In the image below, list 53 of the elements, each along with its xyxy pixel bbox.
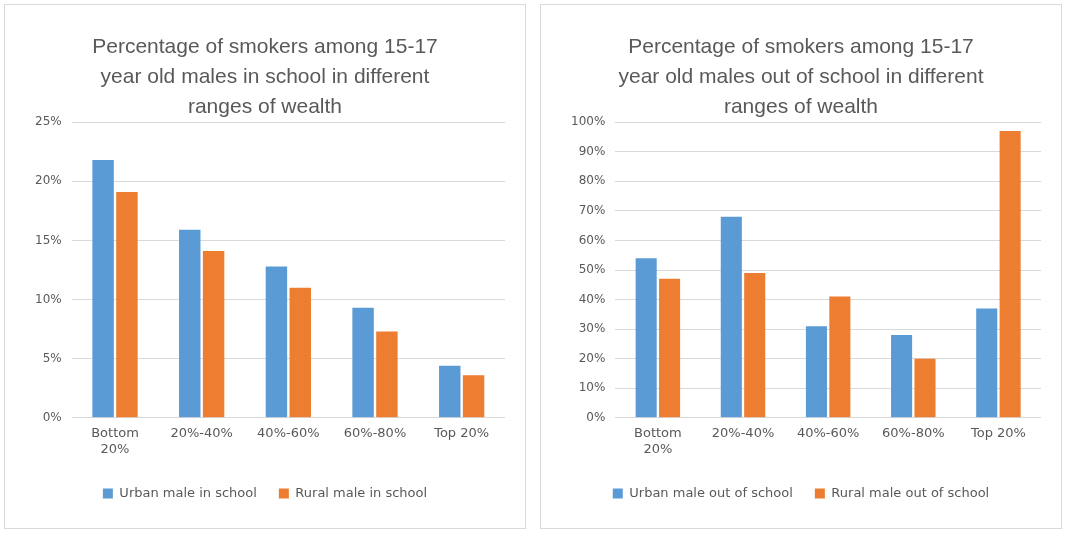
x-tick-label: Top 20% xyxy=(433,424,490,440)
x-tick-label: 60%-80% xyxy=(882,424,945,440)
bar xyxy=(891,335,913,418)
bar xyxy=(659,278,681,418)
bar xyxy=(376,331,398,418)
bar xyxy=(744,272,766,418)
y-tick-label: 10% xyxy=(578,380,606,395)
x-tick-label: Top 20% xyxy=(969,424,1026,440)
y-tick-label: 0% xyxy=(586,409,606,424)
bar xyxy=(999,131,1021,418)
legend-label: Rural male in school xyxy=(295,484,428,500)
y-tick-label: 80% xyxy=(578,173,606,188)
y-tick-label: 40% xyxy=(578,291,606,306)
y-tick-label: 90% xyxy=(578,143,606,158)
y-tick-label: 30% xyxy=(578,321,606,336)
x-tick-label: 40%-60% xyxy=(796,424,860,440)
bar xyxy=(179,229,201,418)
bar xyxy=(635,258,657,418)
y-tick-label: 25% xyxy=(35,114,62,129)
bar xyxy=(289,287,311,418)
x-tick-label: 60%-80% xyxy=(343,424,407,440)
chart-title: Percentage of smokers among 15-17 year old males in school in different ranges of wealth xyxy=(91,33,439,117)
y-tick-label: 0% xyxy=(42,409,62,424)
y-tick-label: 50% xyxy=(578,262,606,277)
y-tick-label: 20% xyxy=(35,173,62,188)
bar xyxy=(720,216,742,418)
x-tick-label: Bottom 20% xyxy=(91,424,139,456)
y-tick-label: 10% xyxy=(35,291,62,306)
legend-label: Urban male in school xyxy=(119,484,257,500)
y-tick-label: 70% xyxy=(578,203,606,218)
x-tick-label: 20%-40% xyxy=(170,424,233,440)
x-tick-label: 40%-60% xyxy=(257,424,320,440)
bar xyxy=(462,375,485,418)
y-tick-label: 60% xyxy=(578,232,606,247)
bar xyxy=(92,160,114,418)
bar xyxy=(116,191,138,418)
y-tick-label: 100% xyxy=(570,114,606,129)
y-tick-label: 15% xyxy=(35,232,62,247)
chart-title: Percentage of smokers among 15-17 year old males out of school in different ranges of wealth xyxy=(617,33,985,117)
y-tick-label: 5% xyxy=(42,350,62,365)
x-tick-label: Bottom 20% xyxy=(634,424,682,456)
bar xyxy=(829,296,851,418)
x-tick-label: 20%-40% xyxy=(711,424,775,440)
bar xyxy=(202,251,225,418)
legend-label: Rural male out of school xyxy=(831,484,990,500)
bar xyxy=(976,308,998,418)
bar xyxy=(805,326,827,418)
legend-label: Urban male out of school xyxy=(629,484,793,500)
bar xyxy=(265,266,288,418)
bar xyxy=(439,365,461,418)
bar xyxy=(352,307,374,418)
y-tick-label: 20% xyxy=(578,350,606,365)
bar xyxy=(914,358,936,418)
